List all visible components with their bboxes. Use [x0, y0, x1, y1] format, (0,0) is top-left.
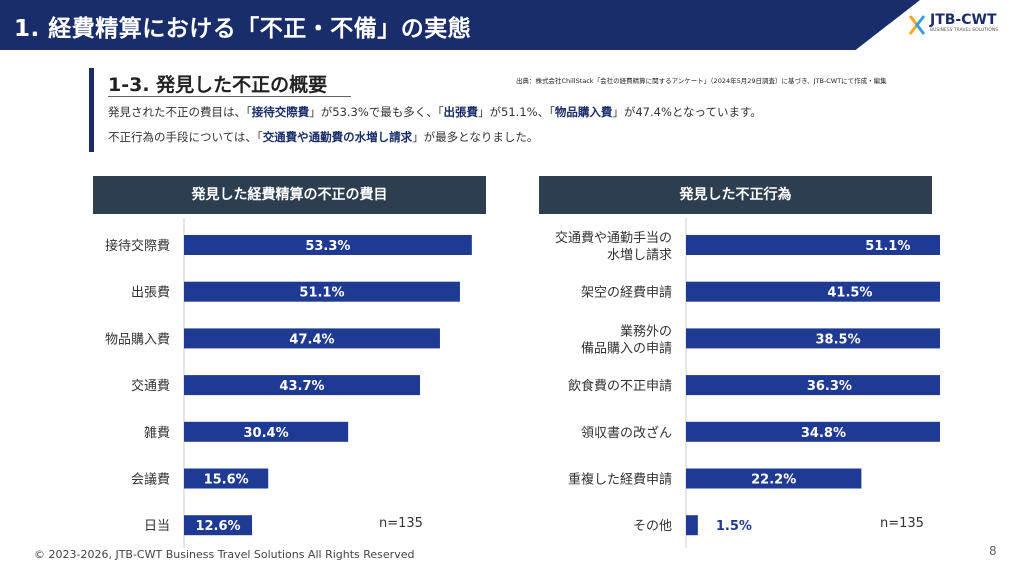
desc2-text-1: 不正行為の手段については、「 [108, 130, 263, 144]
logo-subtext: BUSINESS TRAVEL SOLUTIONS [930, 28, 999, 33]
value-label-6: 12.6% [195, 519, 240, 534]
bar-2 [184, 328, 440, 349]
desc1-highlight-1: 接待交際費 [251, 105, 310, 119]
description-line-1: 発見された不正の費目は、「接待交際費」が53.3%で最も多く、「出張費」が51.… [108, 104, 762, 120]
bar-6 [686, 515, 698, 536]
header-bar: 1. 経費精算における「不正・不備」の実態 JTB-CWT BUSINESS T… [0, 0, 1024, 50]
value-label-2: 47.4% [289, 332, 334, 347]
value-label-3: 43.7% [279, 379, 324, 394]
value-label-4: 30.4% [244, 426, 289, 441]
category-label-6: その他 [633, 519, 672, 534]
desc1-highlight-3: 物品購入費 [554, 105, 613, 119]
copyright-footer: © 2023-2026, JTB-CWT Business Travel Sol… [34, 548, 415, 561]
left-bar-chart: 接待交際費 53.3% 出張費 51.1% 物品購入費 47.4% 交通費 43.7% 雑費 30… [105, 218, 472, 548]
value-label-6: 1.5% [716, 519, 752, 534]
value-label-5: 15.6% [204, 473, 249, 488]
left-chart-title: 発見した経費精算の不正の費目 [93, 176, 486, 214]
desc2-text-2: 」が最多となりました。 [412, 130, 539, 144]
bar-5 [686, 468, 862, 489]
category-label-1: 出張費 [131, 286, 170, 301]
right-bar-chart: 交通費や通勤手当の水増し請求 51.1% 架空の経費申請 41.5% 業務外の備品購入の… [555, 218, 940, 548]
bar-2 [686, 328, 940, 349]
category-label-2: 業務外の備品購入の申請 [581, 323, 672, 356]
bar-0 [184, 235, 472, 255]
category-label-2: 物品購入費 [105, 332, 170, 347]
value-label-0: 53.3% [305, 239, 350, 254]
category-label-4: 雑費 [144, 425, 170, 441]
value-label-0: 51.1% [865, 239, 910, 254]
right-sample-size: n=135 [880, 516, 924, 531]
bar-1 [686, 281, 940, 302]
bar-5 [184, 468, 269, 489]
bar-3 [686, 375, 940, 396]
category-label-3: 飲食費の不正申請 [568, 378, 672, 394]
bar-3 [184, 375, 420, 396]
category-label-1: 架空の経費申請 [581, 286, 672, 301]
description-line-2: 不正行為の手段については、「交通費や通勤費の水増し請求」が最多となりました。 [108, 129, 538, 145]
section-accent-bar [89, 68, 94, 152]
desc2-highlight-1: 交通費や通勤費の水増し請求 [262, 130, 413, 144]
value-label-3: 36.3% [807, 379, 852, 394]
header-title-band [0, 0, 920, 50]
category-label-3: 交通費 [131, 378, 170, 394]
category-label-6: 日当 [144, 519, 170, 534]
desc1-text-2: 」が53.3%で最も多く、「 [309, 105, 444, 119]
company-logo: JTB-CWT BUSINESS TRAVEL SOLUTIONS [906, 12, 1016, 42]
category-label-5: 重複した経費申請 [568, 472, 672, 488]
desc1-text-3: 」が51.1%、「 [478, 105, 555, 119]
desc1-highlight-2: 出張費 [443, 105, 479, 119]
value-label-4: 34.8% [801, 426, 846, 441]
page-number: 8 [989, 544, 997, 558]
bar-6 [184, 515, 253, 536]
source-note: 出典：株式会社ChillStack「会社の経費精算に関するアンケート」（2024… [516, 77, 887, 85]
logo-mark-icon [908, 15, 926, 35]
bar-4 [686, 421, 940, 442]
right-chart-title: 発見した不正行為 [539, 176, 932, 214]
logo-text: JTB-CWT [930, 12, 997, 28]
desc1-text-4: 」が47.4%となっています。 [612, 105, 762, 119]
page-title: 1. 経費精算における「不正・不備」の実態 [14, 16, 472, 42]
value-label-1: 41.5% [827, 286, 872, 301]
section-title: 1-3. 発見した不正の概要 [108, 74, 328, 96]
category-label-4: 領収書の改ざん [581, 425, 672, 441]
section-title-underline [108, 96, 351, 97]
category-label-0: 交通費や通勤手当の水増し請求 [555, 230, 672, 263]
category-label-0: 接待交際費 [105, 238, 170, 254]
bar-0 [686, 235, 940, 255]
value-label-1: 51.1% [299, 286, 344, 301]
bar-1 [184, 281, 460, 302]
desc1-text-1: 発見された不正の費目は、「 [108, 105, 252, 119]
bar-4 [184, 421, 349, 442]
left-sample-size: n=135 [379, 516, 423, 531]
value-label-2: 38.5% [816, 332, 861, 347]
value-label-5: 22.2% [751, 473, 796, 488]
category-label-5: 会議費 [131, 473, 170, 488]
